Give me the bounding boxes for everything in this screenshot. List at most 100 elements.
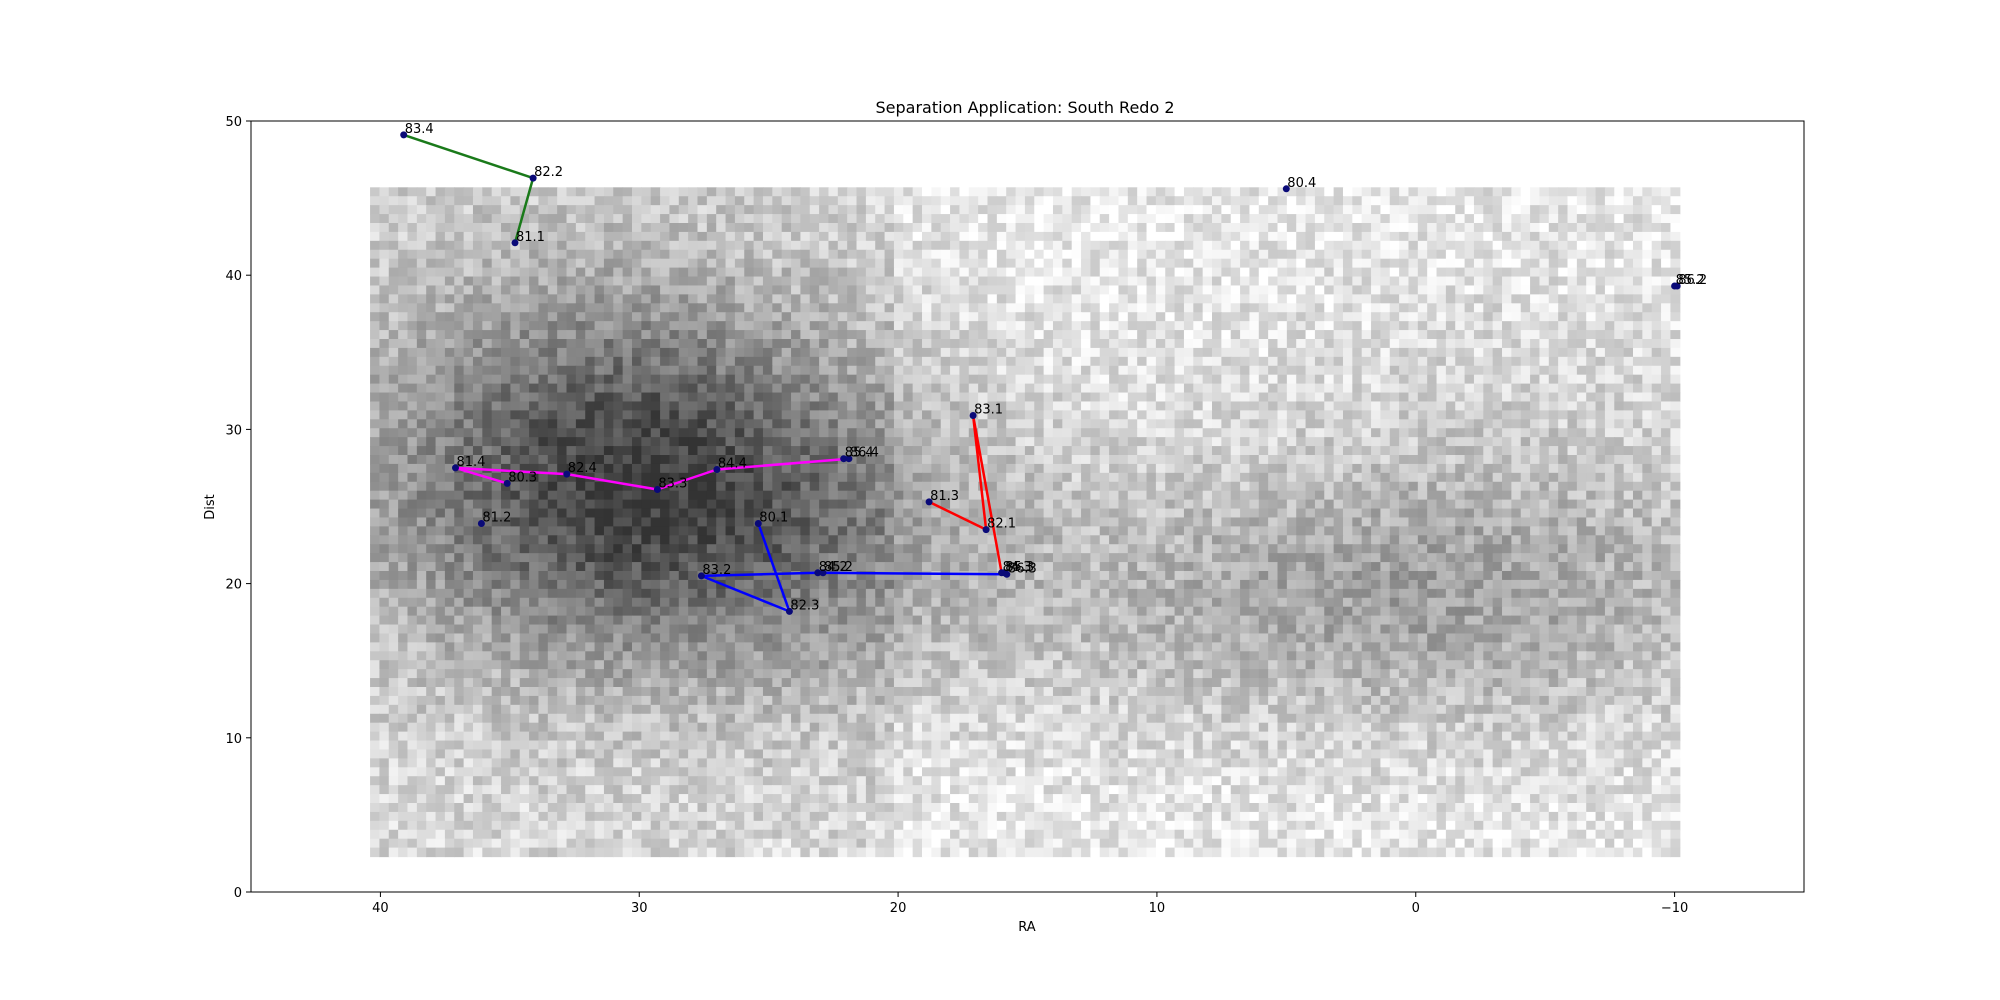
heatmap-cell — [529, 499, 540, 510]
heatmap-cell — [407, 223, 418, 233]
heatmap-cell — [856, 214, 867, 224]
heatmap-cell — [1380, 410, 1391, 420]
heatmap-cell — [1043, 356, 1054, 367]
heatmap-cell — [482, 231, 493, 242]
heatmap-cell — [454, 392, 465, 403]
heatmap-cell — [959, 365, 970, 376]
heatmap-cell — [1230, 356, 1241, 367]
heatmap-cell — [1530, 240, 1541, 251]
heatmap-cell — [1258, 240, 1269, 251]
heatmap-cell — [1052, 490, 1063, 501]
heatmap-cell — [398, 258, 409, 269]
heatmap-cell — [875, 312, 886, 322]
heatmap-cell — [1632, 401, 1643, 411]
heatmap-cell — [1380, 356, 1391, 367]
heatmap-cell — [650, 374, 661, 385]
heatmap-cell — [1277, 312, 1288, 322]
heatmap-cell — [566, 455, 577, 465]
heatmap-cell — [800, 419, 811, 429]
heatmap-cell — [1502, 258, 1512, 269]
heatmap-cell — [1399, 276, 1410, 287]
heatmap-cell — [781, 214, 792, 224]
heatmap-cell — [1099, 285, 1110, 295]
heatmap-cell — [856, 294, 867, 304]
heatmap-cell — [463, 330, 474, 340]
heatmap-cell — [800, 312, 811, 322]
heatmap-cell — [1520, 428, 1531, 438]
heatmap-cell — [725, 187, 736, 197]
heatmap-cell — [1109, 267, 1120, 278]
heatmap-cell — [1333, 205, 1344, 215]
heatmap-cell — [594, 294, 605, 304]
heatmap-cell — [809, 383, 820, 394]
heatmap-cell — [1548, 374, 1559, 385]
heatmap-cell — [1558, 214, 1569, 224]
heatmap-cell — [1081, 437, 1091, 447]
heatmap-cell — [734, 214, 745, 224]
heatmap-cell — [1230, 499, 1241, 510]
heatmap-cell — [519, 276, 530, 287]
heatmap-cell — [940, 347, 951, 358]
heatmap-cell — [1417, 455, 1428, 465]
heatmap-cell — [1249, 356, 1260, 367]
heatmap-cell — [706, 196, 717, 206]
heatmap-cell — [1202, 490, 1213, 501]
heatmap-cell — [734, 223, 745, 233]
heatmap-cell — [1137, 240, 1148, 251]
heatmap-cell — [1052, 437, 1063, 447]
heatmap-cell — [398, 276, 409, 287]
heatmap-cell — [678, 187, 689, 197]
heatmap-cell — [1632, 419, 1643, 429]
heatmap-cell — [1389, 223, 1400, 233]
heatmap-cell — [1427, 321, 1438, 331]
heatmap-cell — [1099, 356, 1110, 367]
heatmap-cell — [622, 472, 633, 483]
heatmap-cell — [1024, 249, 1035, 260]
heatmap-cell — [1127, 463, 1138, 474]
heatmap-cell — [538, 303, 549, 313]
heatmap-cell — [781, 231, 792, 242]
heatmap-cell — [1576, 356, 1587, 367]
heatmap-cell — [426, 490, 437, 501]
heatmap-cell — [547, 428, 558, 438]
heatmap-cell — [1165, 499, 1176, 510]
heatmap-cell — [772, 455, 783, 465]
heatmap-cell — [978, 347, 989, 358]
heatmap-cell — [1193, 463, 1204, 474]
heatmap-cell — [388, 410, 399, 420]
heatmap-cell — [800, 249, 811, 260]
heatmap-cell — [884, 240, 895, 251]
heatmap-cell — [1632, 365, 1643, 376]
heatmap-cell — [744, 312, 755, 322]
heatmap-cell — [931, 231, 942, 242]
heatmap-cell — [575, 285, 586, 295]
heatmap-cell — [1286, 294, 1297, 304]
heatmap-cell — [1502, 401, 1512, 411]
heatmap-cell — [1183, 196, 1194, 206]
heatmap-cell — [1062, 455, 1073, 465]
heatmap-cell — [959, 419, 970, 429]
heatmap-cell — [762, 294, 773, 304]
heatmap-cell — [1548, 347, 1559, 358]
heatmap-cell — [1520, 223, 1531, 233]
heatmap-cell — [1595, 401, 1606, 411]
heatmap-cell — [1417, 249, 1428, 260]
heatmap-cell — [472, 383, 483, 394]
heatmap-cell — [781, 249, 792, 260]
heatmap-cell — [1530, 374, 1541, 385]
heatmap-cell — [1230, 205, 1241, 215]
heatmap-cell — [1127, 339, 1138, 349]
heatmap-cell — [1595, 446, 1606, 456]
heatmap-cell — [1071, 490, 1082, 501]
heatmap-cell — [1249, 303, 1260, 313]
heatmap-cell — [940, 205, 951, 215]
heatmap-cell — [1090, 187, 1101, 197]
heatmap-cell — [1436, 383, 1447, 394]
heatmap-cell — [1127, 356, 1138, 367]
heatmap-cell — [912, 196, 923, 206]
heatmap-cell — [1342, 187, 1353, 197]
heatmap-cell — [444, 401, 455, 411]
heatmap-cell — [566, 231, 577, 242]
heatmap-cell — [912, 392, 923, 403]
heatmap-cell — [1240, 276, 1251, 287]
